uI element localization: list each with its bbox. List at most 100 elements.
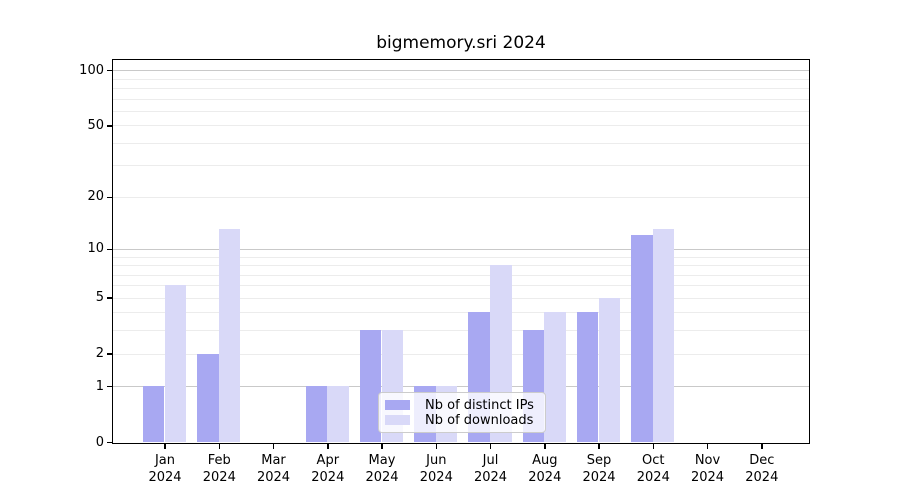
x-tick-year-jan: 2024: [148, 470, 182, 485]
gridline-minor-5: [113, 297, 809, 299]
y-tick-label-5: 5: [95, 290, 104, 306]
y-tick-100: [107, 69, 112, 72]
x-tick-label-jun: Jun 2024: [409, 452, 463, 486]
x-tick-nov: [706, 444, 709, 449]
gridline-minor-6: [113, 285, 809, 287]
x-tick-label-may: May 2024: [355, 452, 409, 486]
y-tick-2: [107, 353, 112, 355]
gridline-minor-30: [113, 165, 809, 167]
gridline-major-100: [113, 70, 809, 72]
bar-ips-feb: [197, 353, 219, 442]
bar-downloads-jan: [164, 285, 187, 442]
bar-ips-jan: [142, 386, 165, 442]
gridline-minor-60: [113, 110, 809, 112]
x-tick-month-dec: Dec: [749, 453, 775, 468]
x-tick-year-mar: 2024: [256, 470, 291, 485]
x-tick-month-jun: Jun: [426, 453, 447, 468]
x-tick-label-mar: Mar 2024: [247, 452, 301, 486]
gridline-minor-80: [113, 88, 809, 89]
gridline-major-1: [113, 386, 809, 388]
x-tick-year-dec: 2024: [745, 470, 779, 485]
x-tick-feb: [218, 444, 220, 449]
x-tick-label-sep: Sep 2024: [572, 452, 626, 486]
x-tick-year-feb: 2024: [202, 470, 236, 485]
gridline-minor-50: [113, 125, 809, 127]
x-tick-month-feb: Feb: [207, 453, 231, 468]
x-tick-month-nov: Nov: [694, 453, 721, 468]
x-tick-year-jun: 2024: [419, 470, 453, 485]
x-tick-month-sep: Sep: [586, 453, 612, 468]
y-tick-label-10: 10: [87, 241, 104, 257]
x-tick-year-aug: 2024: [528, 470, 562, 485]
x-tick-apr: [327, 444, 329, 449]
x-tick-year-nov: 2024: [690, 470, 725, 485]
x-tick-sep: [598, 444, 600, 449]
x-tick-label-nov: Nov 2024: [681, 452, 735, 486]
gridline-minor-9: [113, 256, 809, 258]
y-tick-label-2: 2: [95, 346, 104, 361]
gridline-minor-90: [113, 78, 809, 80]
x-tick-jun: [435, 444, 437, 449]
x-tick-month-may: May: [368, 453, 396, 468]
legend-swatch-downloads: [385, 415, 410, 425]
x-tick-jan: [164, 444, 166, 449]
bar-downloads-feb: [218, 229, 241, 442]
x-tick-label-feb: Feb 2024: [192, 452, 246, 486]
x-tick-year-oct: 2024: [636, 470, 670, 485]
y-tick-50: [107, 125, 112, 127]
y-tick-label-100: 100: [79, 62, 104, 78]
gridline-minor-3: [113, 330, 809, 332]
chart-title: bigmemory.sri 2024: [376, 33, 546, 53]
x-tick-year-may: 2024: [365, 470, 399, 485]
x-tick-month-apr: Apr: [316, 453, 340, 468]
y-tick-label-0: 0: [95, 434, 104, 450]
x-tick-jul: [489, 444, 492, 449]
x-tick-dec: [761, 444, 763, 449]
gridline-minor-7: [113, 274, 809, 276]
gridline-minor-70: [113, 98, 809, 100]
plot-area: Nb of distinct IPs Nb of downloads: [112, 59, 810, 444]
bar-downloads-oct: [652, 229, 675, 442]
x-tick-year-apr: 2024: [311, 470, 345, 485]
gridline-major-10: [113, 248, 809, 250]
legend-swatch-ips: [385, 400, 410, 410]
x-tick-month-oct: Oct: [642, 453, 665, 468]
bar-downloads-aug: [544, 312, 566, 442]
bar-ips-apr: [305, 386, 328, 442]
y-tick-label-20: 20: [87, 189, 104, 205]
x-tick-month-jul: Jul: [482, 453, 499, 468]
bar-ips-oct: [631, 235, 653, 442]
legend-item-distinct-ips: Nb of distinct IPs: [385, 397, 537, 413]
x-tick-label-apr: Apr 2024: [301, 452, 355, 486]
y-tick-20: [107, 196, 112, 198]
x-tick-oct: [652, 444, 654, 449]
bar-ips-may: [359, 330, 382, 442]
bar-downloads-sep: [598, 297, 621, 442]
gridline-minor-20: [113, 196, 809, 198]
x-tick-label-jan: Jan 2024: [138, 452, 192, 486]
y-tick-10: [107, 248, 112, 251]
legend-item-downloads: Nb of downloads: [385, 412, 537, 428]
gridline-minor-8: [113, 265, 809, 266]
bar-downloads-apr: [327, 386, 349, 442]
legend-label-downloads: Nb of downloads: [425, 412, 534, 428]
x-tick-label-oct: Oct 2024: [626, 452, 680, 486]
x-tick-month-aug: Aug: [532, 453, 558, 468]
y-tick-5: [107, 297, 112, 299]
x-tick-label-aug: Aug 2024: [518, 452, 572, 486]
x-tick-month-mar: Mar: [261, 453, 286, 468]
x-tick-label-dec: Dec 2024: [735, 452, 789, 486]
y-tick-label-50: 50: [87, 117, 104, 133]
y-tick-0: [107, 441, 112, 444]
bar-ips-sep: [576, 312, 599, 442]
x-tick-month-jan: Jan: [154, 453, 176, 468]
legend-label-distinct-ips: Nb of distinct IPs: [425, 397, 534, 413]
x-tick-may: [381, 444, 383, 449]
x-tick-year-sep: 2024: [582, 470, 616, 485]
gridline-minor-40: [113, 142, 809, 144]
y-tick-1: [107, 385, 112, 388]
x-tick-aug: [544, 444, 546, 449]
x-tick-label-jul: Jul 2024: [464, 452, 518, 486]
x-tick-mar: [272, 444, 275, 449]
